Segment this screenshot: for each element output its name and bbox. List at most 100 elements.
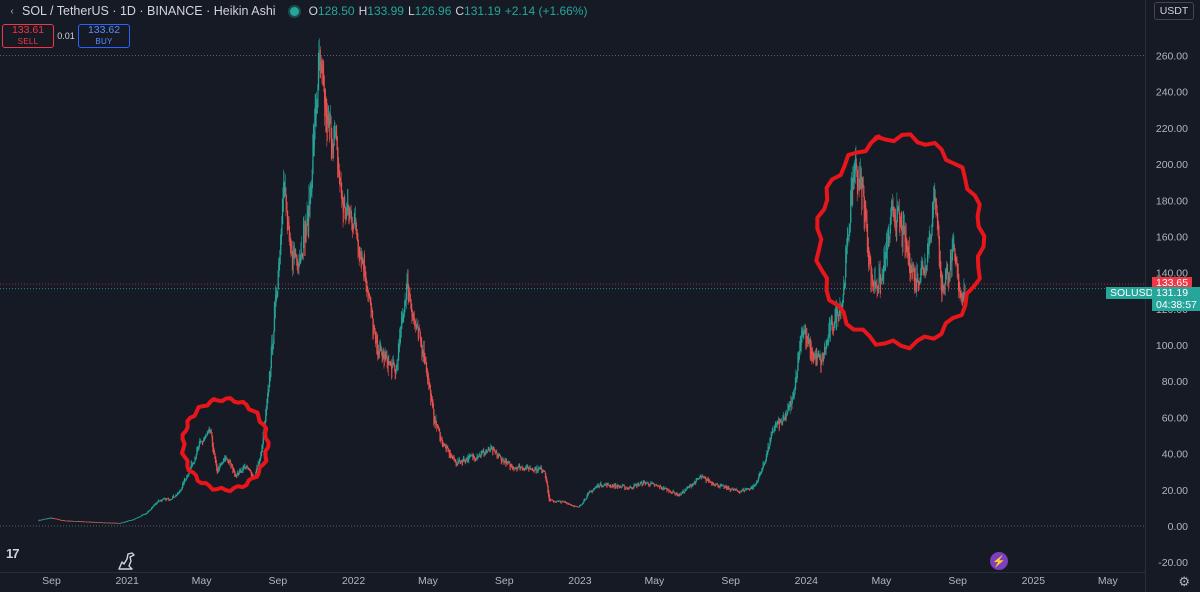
candle-body [77, 521, 79, 523]
candle-body [659, 486, 661, 488]
candle-body [132, 519, 134, 521]
candle-body [154, 504, 155, 507]
candle-body [69, 520, 70, 522]
candle-body [704, 476, 705, 478]
gear-icon[interactable]: ⚙ [1178, 574, 1190, 589]
candle-body [592, 491, 593, 493]
candle-body [572, 505, 574, 507]
candle-body [602, 486, 604, 487]
candle-body [830, 330, 831, 332]
candle-body [638, 484, 640, 486]
candle-body [213, 447, 215, 453]
candle-body [921, 263, 923, 276]
candle-body [476, 457, 478, 459]
candle-body [868, 237, 869, 258]
candle-body [766, 452, 768, 458]
candle-body [721, 485, 722, 487]
candle-body [107, 522, 109, 524]
x-tick-label: 2024 [795, 575, 819, 587]
candle-body [59, 519, 60, 521]
candle-body [525, 467, 526, 470]
sell-button[interactable]: 133.61 SELL [2, 24, 54, 48]
candle-body [448, 447, 449, 451]
candle-body [358, 246, 360, 257]
candle-body [427, 373, 429, 378]
candle-body [461, 461, 463, 463]
candle-body [859, 176, 860, 185]
candle-body [259, 458, 261, 464]
candle-body [417, 324, 418, 326]
candle-body [85, 521, 87, 523]
candle-body [122, 522, 124, 524]
candle-body [746, 489, 748, 490]
candle-body [119, 523, 121, 524]
candle-body [224, 458, 225, 461]
candle-body [513, 467, 514, 469]
symbol-title[interactable]: SOL / TetherUS · 1D · BINANCE · Heikin A… [22, 4, 276, 18]
buy-button[interactable]: 133.62 BUY [78, 24, 130, 48]
candle-body [444, 444, 446, 446]
time-axis[interactable]: Sep 2021 May Sep 2022 May Sep 2023 May Sep 2024 May… [42, 575, 1118, 587]
candle-body [947, 270, 949, 275]
candle-body [231, 464, 233, 466]
candle-body [948, 272, 949, 284]
candle-body [185, 479, 187, 481]
candle-body [160, 500, 161, 501]
candle-body [871, 272, 873, 277]
candle-body [158, 500, 160, 502]
y-tick-label: 20.00 [1162, 485, 1188, 497]
currency-button[interactable]: USDT [1154, 2, 1194, 20]
candle-body [517, 467, 519, 469]
candle-body [53, 518, 55, 520]
candle-body [915, 277, 916, 281]
candle-body [668, 489, 669, 491]
candle-body [600, 483, 602, 485]
candle-body [236, 475, 238, 477]
candle-body [396, 368, 397, 372]
candle-body [157, 502, 158, 504]
candle-body [507, 462, 509, 464]
candle-body [856, 165, 858, 187]
candle-body [871, 266, 872, 279]
x-tick-label: Sep [721, 575, 740, 587]
candle-body [539, 467, 540, 470]
candle-body [723, 484, 725, 488]
candle-body [545, 472, 547, 480]
candle-body [575, 506, 576, 507]
candle-body [529, 467, 531, 469]
candle-body [656, 484, 658, 486]
candle-body [716, 483, 718, 485]
candle-body [644, 481, 645, 483]
candle-body [297, 258, 299, 268]
candle-body [58, 519, 60, 521]
candle-body [38, 520, 40, 521]
candle-body [126, 521, 127, 523]
candle-body [614, 485, 616, 487]
candle-body [647, 482, 648, 484]
candle-body [741, 490, 743, 492]
collapse-arrow-icon[interactable]: ‹ [10, 5, 14, 17]
lightning-icon[interactable]: ⚡ [990, 552, 1008, 570]
candle-body [323, 71, 325, 79]
candle-body [610, 485, 612, 487]
candle-body [322, 66, 323, 74]
candle-body [82, 521, 84, 523]
candle-body [955, 253, 957, 261]
x-tick-label: May [871, 575, 892, 587]
candle-body [569, 503, 571, 505]
candle-body [872, 274, 874, 285]
candle-body [72, 520, 74, 522]
candle-body [661, 486, 663, 489]
candle-body [709, 480, 710, 482]
dino-icon[interactable] [116, 550, 138, 572]
candle-body [110, 522, 111, 524]
tradingview-logo-icon[interactable]: 17 [6, 546, 20, 561]
candle-body [637, 484, 639, 486]
candle-body [125, 521, 127, 523]
candle-body [348, 210, 350, 216]
candle-body [719, 486, 720, 488]
candle-body [85, 521, 86, 523]
candle-body [667, 489, 668, 491]
candle-body [639, 483, 641, 485]
